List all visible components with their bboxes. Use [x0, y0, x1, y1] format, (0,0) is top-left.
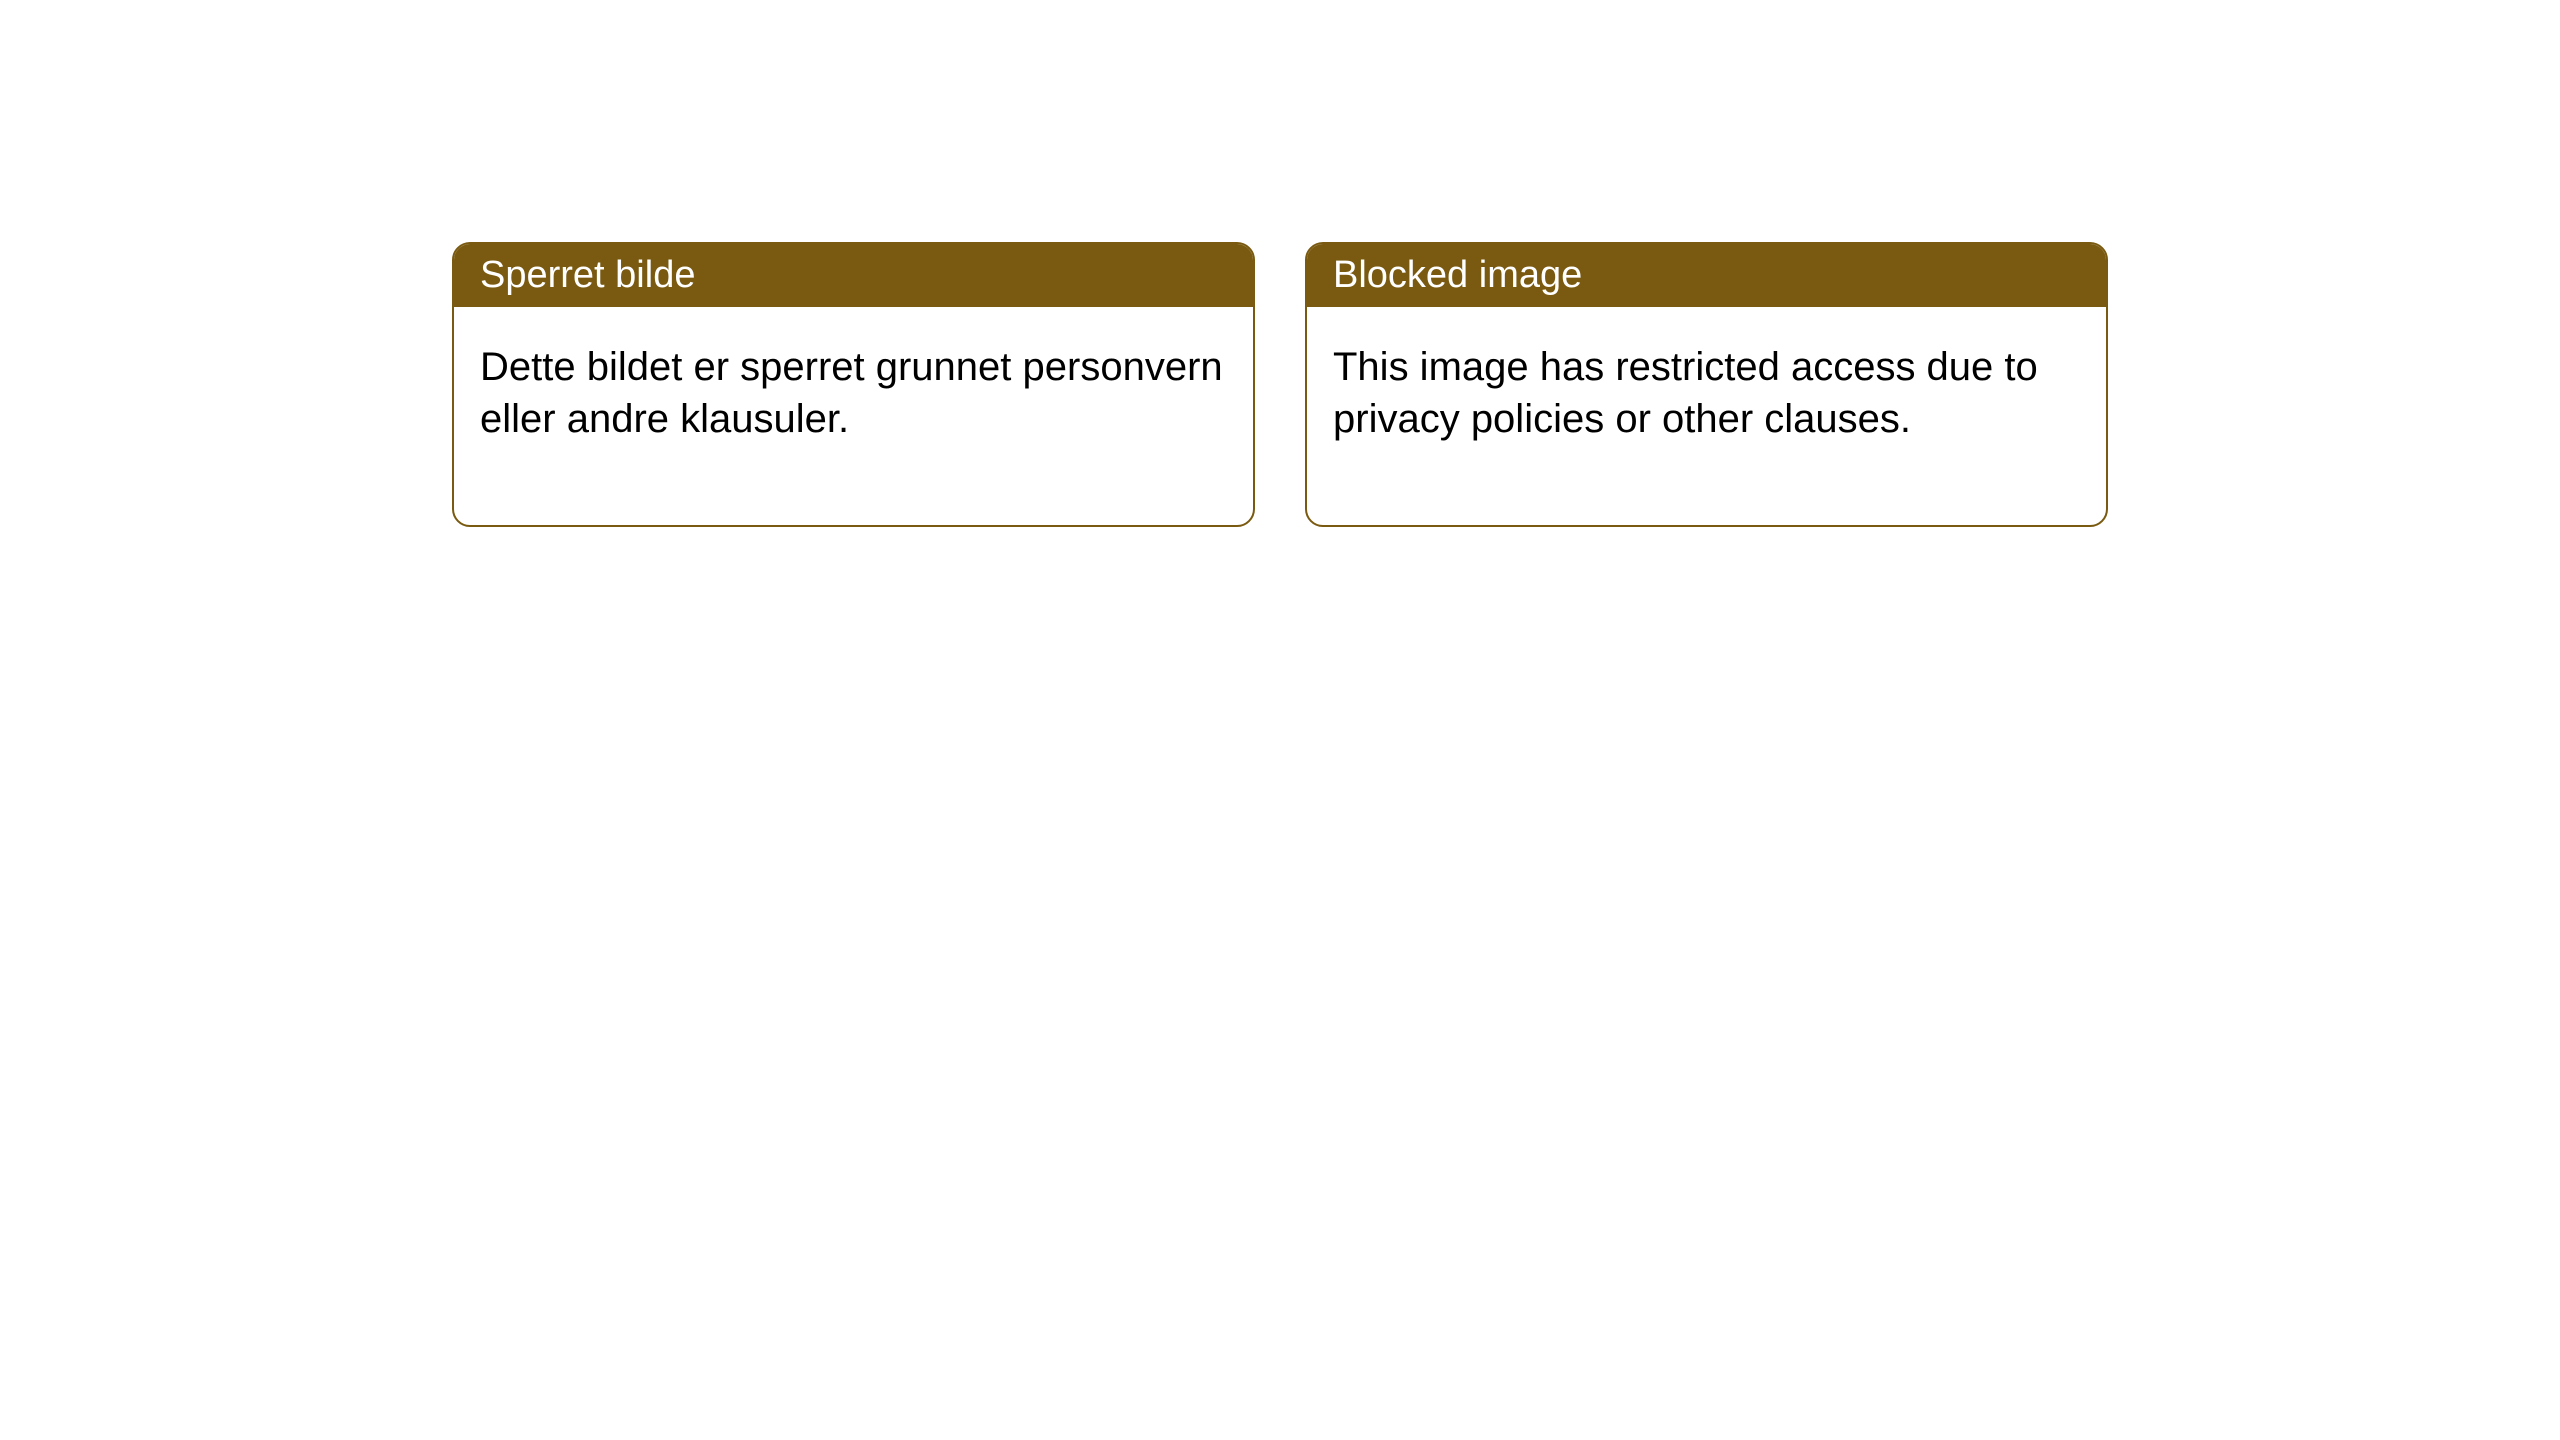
card-header-en: Blocked image: [1307, 244, 2106, 307]
cards-container: Sperret bilde Dette bildet er sperret gr…: [0, 0, 2560, 527]
blocked-image-card-en: Blocked image This image has restricted …: [1305, 242, 2108, 527]
blocked-image-card-no: Sperret bilde Dette bildet er sperret gr…: [452, 242, 1255, 527]
card-body-en: This image has restricted access due to …: [1307, 307, 2106, 525]
card-header-no: Sperret bilde: [454, 244, 1253, 307]
card-body-no: Dette bildet er sperret grunnet personve…: [454, 307, 1253, 525]
